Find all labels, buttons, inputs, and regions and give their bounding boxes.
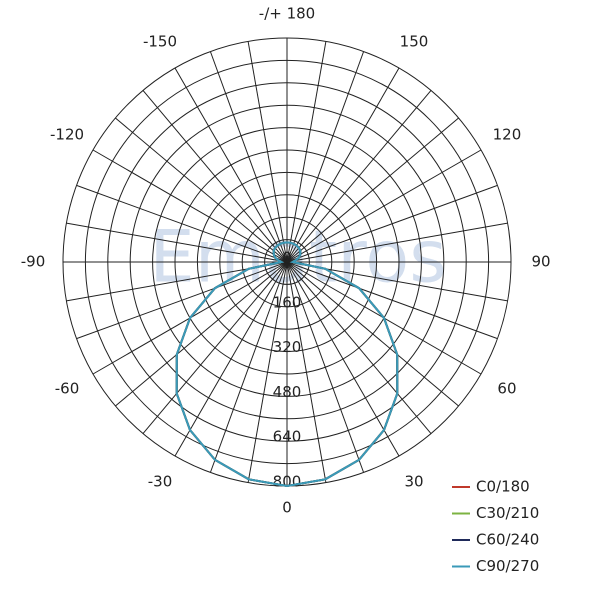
angle-label: 0: [282, 499, 292, 517]
angle-label: -150: [143, 33, 177, 51]
legend-label: C90/270: [476, 557, 539, 575]
minor-grid-ring: [174, 149, 400, 375]
angle-label: -30: [148, 472, 173, 490]
minor-grid-ring: [264, 239, 310, 285]
grid-ring: [241, 216, 333, 308]
radial-label: 640: [273, 428, 302, 446]
radial-label: 800: [273, 473, 302, 491]
minor-grid-ring: [129, 104, 445, 420]
radial-label: 0: [282, 249, 292, 267]
minor-grid-ring: [219, 194, 355, 330]
legend-label: C60/240: [476, 531, 539, 549]
angle-label: 90: [531, 253, 550, 271]
angle-label: 150: [400, 33, 429, 51]
radial-label: 160: [273, 293, 302, 311]
angle-label: 60: [497, 380, 516, 398]
grid-ring: [196, 171, 378, 353]
angle-label: -60: [55, 380, 80, 398]
legend-label: C30/210: [476, 504, 539, 522]
grid-ring: [152, 127, 422, 397]
angle-label: 30: [404, 472, 423, 490]
minor-grid-ring: [84, 59, 490, 465]
grid-ring: [107, 82, 467, 442]
angle-label: -90: [21, 253, 46, 271]
angle-label: -120: [50, 126, 84, 144]
angle-label: 120: [493, 126, 522, 144]
legend-label: C0/180: [476, 478, 530, 496]
series-line: [175, 241, 399, 488]
angle-label: -/+ 180: [259, 5, 315, 23]
radial-label: 320: [273, 338, 302, 356]
radial-label: 480: [273, 383, 302, 401]
watermark: Ematros: [149, 215, 447, 299]
